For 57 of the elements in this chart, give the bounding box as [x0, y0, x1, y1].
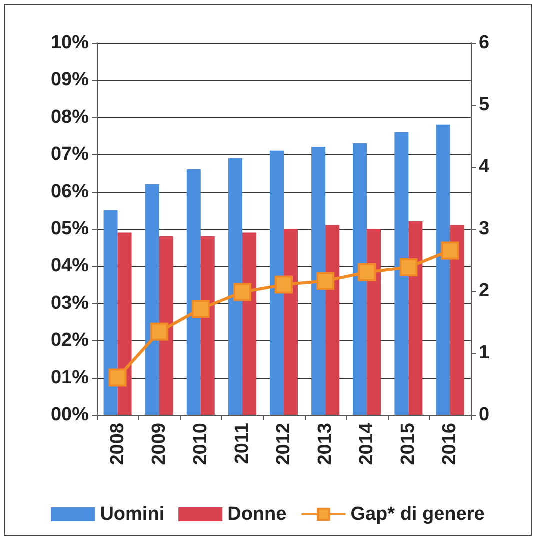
x-tick-label: 2011 — [232, 422, 253, 464]
y-tick-label: 03% — [50, 292, 90, 314]
point — [358, 263, 376, 282]
x-tick-label: 2015 — [398, 422, 420, 466]
bar — [200, 236, 215, 415]
bar — [242, 232, 256, 415]
y2-tick-label: 1 — [479, 342, 490, 364]
point — [275, 276, 293, 294]
bar — [145, 184, 160, 415]
legend-label: Uomini — [100, 504, 165, 525]
y2-tick-label: 5 — [479, 94, 490, 116]
bar — [326, 225, 340, 415]
bar — [367, 229, 382, 415]
legend-label: Gap* di genere — [350, 504, 485, 525]
point — [233, 283, 252, 302]
bar — [186, 169, 201, 415]
y-tick-label: 06% — [50, 181, 90, 202]
x-tick-label: 2013 — [315, 423, 336, 466]
x-tick-label: 2016 — [440, 423, 461, 466]
y-tick-label: 09% — [50, 70, 90, 91]
bar — [408, 222, 423, 415]
bar — [450, 225, 464, 415]
point — [316, 272, 335, 290]
x-tick-label: 2012 — [274, 423, 294, 466]
y-tick-label: 05% — [50, 218, 90, 240]
y-tick-label: 02% — [50, 330, 90, 352]
y2-tick-label: 4 — [479, 156, 490, 178]
bar — [436, 124, 450, 415]
bar — [159, 236, 174, 415]
x-tick-label: 2010 — [190, 423, 212, 466]
y2-tick-label: 6 — [479, 32, 490, 54]
point — [192, 300, 210, 318]
x-tick-label: 2009 — [148, 423, 170, 466]
bar — [228, 158, 242, 415]
y-tick-label: 08% — [50, 106, 90, 128]
bar — [118, 232, 132, 415]
point — [400, 258, 418, 276]
y2-tick-label: 0 — [479, 404, 490, 426]
bar — [353, 143, 368, 415]
y-tick-label: 07% — [50, 144, 90, 166]
y2-tick-label: 2 — [479, 280, 490, 302]
point — [441, 242, 460, 260]
y-tick-label: 01% — [50, 367, 90, 388]
point — [108, 368, 127, 387]
bar — [270, 150, 284, 415]
bar — [394, 132, 409, 415]
y-tick-label: 10% — [50, 32, 90, 54]
legend-label: Donne — [228, 504, 287, 525]
y-tick-label: 04% — [50, 256, 90, 277]
bar — [312, 147, 326, 415]
bar — [104, 210, 118, 415]
y2-tick-label: 3 — [479, 218, 490, 240]
point — [150, 322, 168, 341]
y-tick-label: 00% — [50, 404, 90, 426]
bar — [284, 229, 298, 415]
x-tick-label: 2014 — [356, 422, 378, 466]
x-tick-label: 2008 — [107, 423, 128, 466]
